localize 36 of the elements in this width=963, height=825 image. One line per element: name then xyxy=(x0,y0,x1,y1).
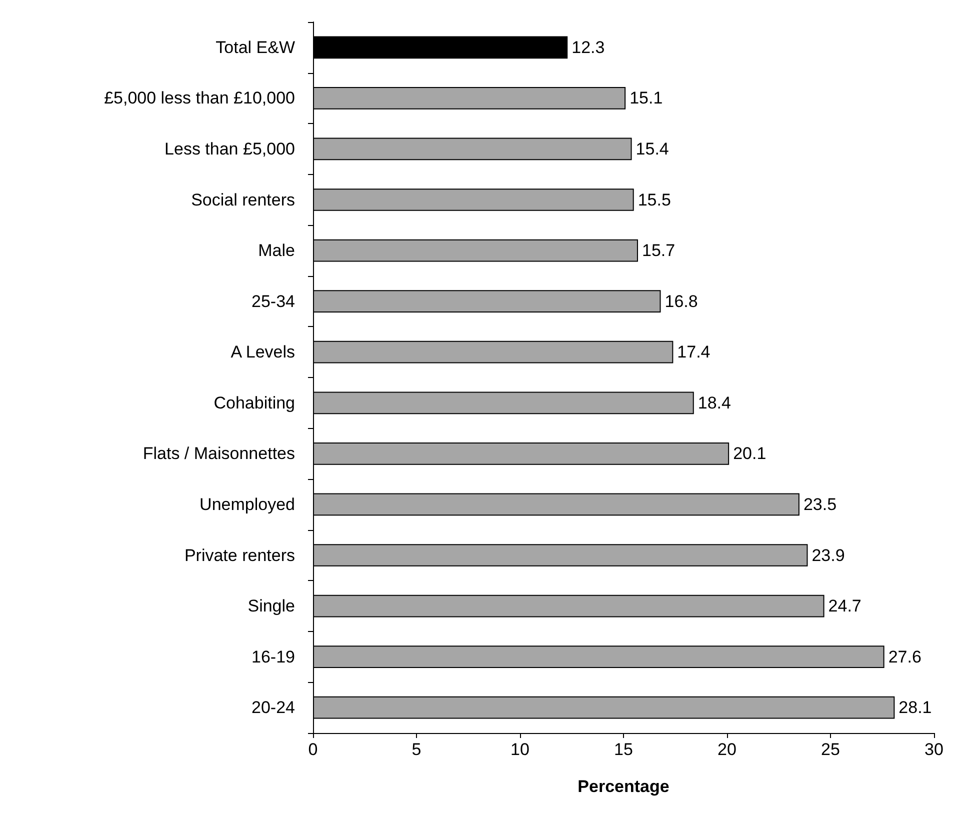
y-tick-label: Social renters xyxy=(191,190,295,210)
data-label: 20.1 xyxy=(733,444,766,464)
data-label: 17.4 xyxy=(677,342,710,362)
data-label: 15.7 xyxy=(642,241,676,260)
x-tick-label: 20 xyxy=(718,740,736,759)
data-label: 27.6 xyxy=(888,647,922,666)
y-tick-label: 20-24 xyxy=(252,698,295,718)
y-tick-label: £5,000 less than £10,000 xyxy=(104,88,295,108)
y-tick-label: Total E&W xyxy=(216,38,295,57)
data-label: 16.8 xyxy=(664,292,698,311)
data-label: 12.3 xyxy=(572,38,605,57)
y-tick-label: Cohabiting xyxy=(214,393,295,412)
data-label: 15.1 xyxy=(630,88,663,108)
x-axis-title: Percentage xyxy=(578,777,670,796)
data-label: 23.9 xyxy=(812,546,845,565)
y-tick-label: Less than £5,000 xyxy=(164,139,295,158)
y-tick-label: Private renters xyxy=(184,546,295,565)
data-label: 23.5 xyxy=(803,494,837,514)
x-tick-label: 0 xyxy=(308,740,318,759)
data-label: 28.1 xyxy=(898,698,932,718)
x-tick-label: 10 xyxy=(510,740,530,759)
y-tick-label: Flats / Maisonnettes xyxy=(142,444,295,464)
x-tick-label: 15 xyxy=(614,740,633,759)
x-tick-label: 30 xyxy=(924,740,944,759)
y-tick-label: A Levels xyxy=(230,342,295,362)
y-tick-label: Male xyxy=(258,241,295,260)
data-label: 15.4 xyxy=(636,139,669,158)
x-tick-label: 5 xyxy=(412,740,422,759)
data-label: 18.4 xyxy=(698,393,731,412)
y-tick-label: Unemployed xyxy=(200,494,295,514)
y-tick-label: 16-19 xyxy=(252,647,295,666)
data-label: 15.5 xyxy=(638,190,671,210)
data-label: 24.7 xyxy=(828,596,862,616)
y-tick-label: Single xyxy=(248,596,295,616)
x-tick-label: 25 xyxy=(821,740,840,759)
y-tick-label: 25-34 xyxy=(252,292,295,311)
